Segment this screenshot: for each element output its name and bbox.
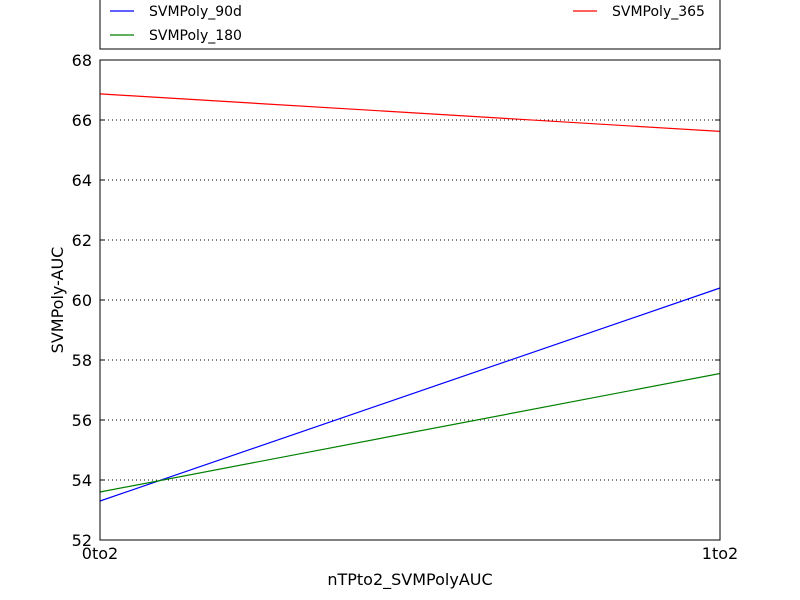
y-tick-label: 68 <box>72 51 92 70</box>
y-tick-label: 54 <box>72 471 92 490</box>
legend-box <box>99 0 721 50</box>
y-tick-label: 62 <box>72 231 92 250</box>
legend-label: SVMPoly_90d <box>149 4 242 20</box>
x-tick-label: 0to2 <box>82 544 118 563</box>
x-axis-label: nTPto2_SVMPolyAUC <box>327 570 492 590</box>
y-tick-label: 56 <box>72 411 92 430</box>
series-line-SVMPoly_365 <box>99 93 721 132</box>
y-tick-label: 66 <box>72 111 92 130</box>
x-tick-label: 1to2 <box>702 544 738 563</box>
y-tick-label: 60 <box>72 291 92 310</box>
series-group <box>99 93 721 502</box>
y-tick-label: 64 <box>72 171 92 190</box>
series-line-SVMPoly_180 <box>99 372 721 493</box>
grid <box>100 119 720 481</box>
x-axis: 0to2 1to2 <box>82 60 738 563</box>
legend-label: SVMPoly_365 <box>612 4 705 20</box>
y-axis-label: SVMPoly-AUC <box>48 247 67 354</box>
y-tick-label: 52 <box>72 531 92 550</box>
y-tick-label: 58 <box>72 351 92 370</box>
legend: SVMPoly_90d SVMPoly_180 SVMPoly_365 <box>110 4 705 44</box>
legend-label: SVMPoly_180 <box>149 28 242 44</box>
series-line-SVMPoly_90d <box>99 287 721 502</box>
y-axis: 52 54 56 58 60 62 64 66 68 <box>72 51 720 550</box>
